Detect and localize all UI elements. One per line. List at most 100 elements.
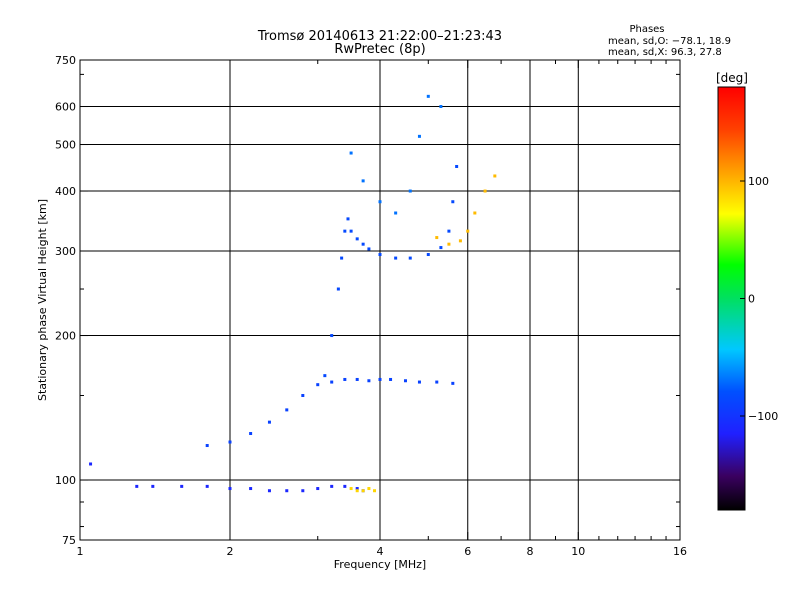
y-tick-label: 600 xyxy=(55,101,76,114)
echo-point xyxy=(466,229,470,233)
echo-point xyxy=(435,380,439,384)
y-tick-label: 750 xyxy=(55,54,76,67)
x-tick-label: 1 xyxy=(77,545,84,558)
echo-point xyxy=(367,247,371,251)
echo-point xyxy=(349,487,353,491)
echo-point xyxy=(361,242,365,246)
echo-point xyxy=(447,229,451,233)
echo-point xyxy=(135,484,139,488)
colorbar-tick-label: 0 xyxy=(748,293,755,306)
echo-point xyxy=(349,229,353,233)
echo-point xyxy=(455,164,459,168)
echo-point xyxy=(355,489,359,493)
echo-point xyxy=(330,380,334,384)
chart-title: Tromsø 20140613 21:22:00–21:23:43 xyxy=(257,29,502,44)
echo-point xyxy=(361,179,365,183)
y-tick-label: 400 xyxy=(55,185,76,198)
echo-point xyxy=(367,379,371,383)
colorbar-tick-label: −100 xyxy=(748,410,778,423)
echo-point xyxy=(301,394,305,398)
echo-point xyxy=(447,242,451,246)
echo-point xyxy=(267,489,271,493)
echo-point xyxy=(389,377,393,381)
echo-point xyxy=(285,489,289,493)
echo-point xyxy=(228,487,232,491)
echo-point xyxy=(439,246,443,250)
echo-point xyxy=(343,229,347,233)
legend-line-x: mean, sd,X: 96.3, 27.8 xyxy=(608,47,722,58)
colorbar-tick-label: 100 xyxy=(748,175,769,188)
echo-point xyxy=(361,489,365,493)
echo-point xyxy=(205,444,209,448)
echo-point xyxy=(417,380,421,384)
x-tick-label: 8 xyxy=(527,545,534,558)
echo-point xyxy=(89,462,93,466)
echo-point xyxy=(316,383,320,387)
echo-point xyxy=(394,211,398,215)
colorbar-title: [deg] xyxy=(716,71,748,85)
legend-line-o: mean, sd,O: −78.1, 18.9 xyxy=(608,36,731,47)
echo-point xyxy=(451,381,455,385)
y-tick-label: 200 xyxy=(55,330,76,343)
echo-point xyxy=(493,174,497,178)
y-axis-label: Stationary phase Virtual Height [km] xyxy=(36,199,49,401)
echo-point xyxy=(408,256,412,260)
y-tick-label: 75 xyxy=(62,534,76,547)
echo-point xyxy=(346,217,350,221)
echo-point xyxy=(426,94,430,98)
echo-point xyxy=(267,420,271,424)
colorbar-ticks: 100 0 −100 xyxy=(740,175,778,423)
echo-point xyxy=(394,256,398,260)
echo-point xyxy=(355,237,359,241)
echo-point xyxy=(330,484,334,488)
y-tick-label: 100 xyxy=(55,474,76,487)
echo-point xyxy=(378,253,382,257)
echo-point xyxy=(408,189,412,193)
chart-subtitle: RwPretec (8p) xyxy=(334,42,425,57)
echo-point xyxy=(205,484,209,488)
echo-point xyxy=(249,487,253,491)
tick-layer: 1 2 4 6 8 10 16 75 100 200 300 400 500 600 750 xyxy=(55,54,687,558)
echo-point xyxy=(349,151,353,155)
echo-point xyxy=(473,211,477,215)
echo-point xyxy=(417,134,421,138)
echo-point xyxy=(228,440,232,444)
echo-point xyxy=(378,200,382,204)
y-tick-label: 300 xyxy=(55,245,76,258)
echo-points xyxy=(89,94,497,493)
x-tick-label: 2 xyxy=(227,545,234,558)
echo-point xyxy=(330,334,334,338)
echo-point xyxy=(336,287,340,291)
echo-point xyxy=(451,200,455,204)
echo-point xyxy=(316,487,320,491)
echo-point xyxy=(355,487,359,491)
echo-point xyxy=(301,489,305,493)
x-tick-label: 16 xyxy=(673,545,687,558)
echo-point xyxy=(439,105,443,109)
plot-frame xyxy=(79,59,681,541)
x-tick-label: 10 xyxy=(571,545,585,558)
x-axis-label: Frequency [MHz] xyxy=(334,558,426,571)
echo-point xyxy=(285,408,289,412)
echo-point xyxy=(426,253,430,257)
echo-point xyxy=(435,236,439,240)
x-tick-label: 6 xyxy=(464,545,471,558)
echo-point xyxy=(151,484,155,488)
echo-point xyxy=(373,489,377,493)
echo-point xyxy=(403,379,407,383)
echo-point xyxy=(483,189,487,193)
echo-point xyxy=(180,484,184,488)
echo-point xyxy=(249,432,253,436)
echo-point xyxy=(355,377,359,381)
echo-point xyxy=(378,377,382,381)
echo-point xyxy=(343,484,347,488)
echo-point xyxy=(340,256,344,260)
echo-point xyxy=(343,377,347,381)
echo-point xyxy=(367,487,371,491)
echo-point xyxy=(323,374,327,378)
x-tick-label: 4 xyxy=(377,545,384,558)
echo-point xyxy=(458,239,462,243)
legend-title: Phases xyxy=(629,24,664,35)
grid-layer xyxy=(80,60,680,540)
